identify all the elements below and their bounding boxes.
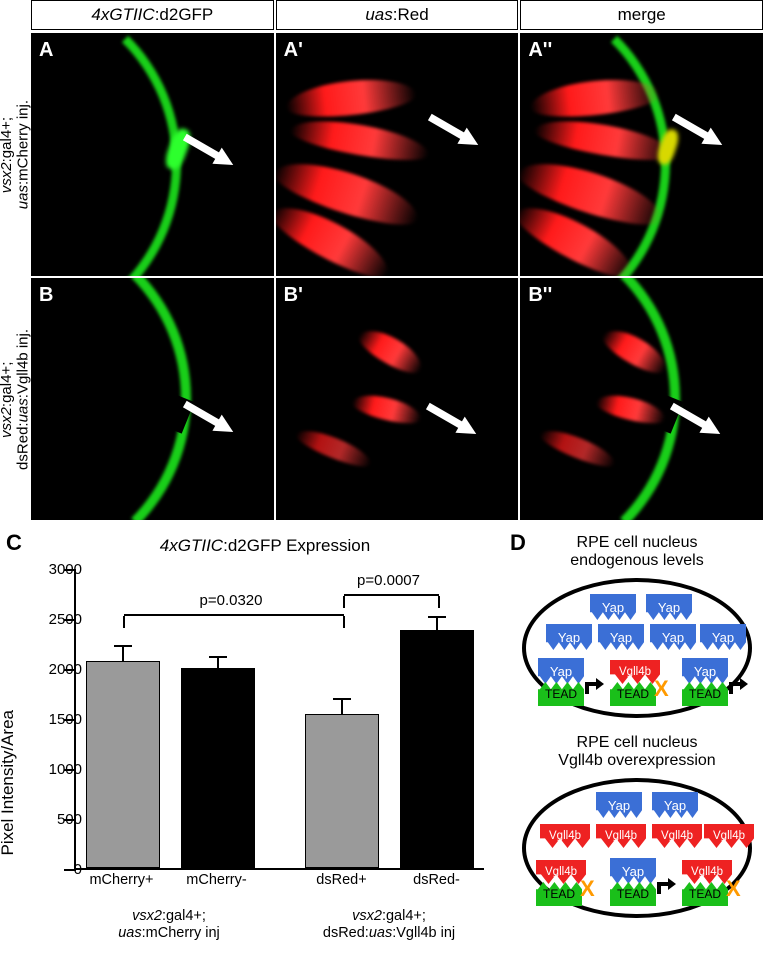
panel-letter-Bp: B' (284, 284, 303, 307)
yap-protein: Yap (682, 658, 728, 684)
tead-protein: TEAD (536, 882, 582, 906)
yap-protein: Yap (596, 792, 642, 818)
yap-protein: Yap (538, 658, 584, 684)
yap-protein: Yap (598, 624, 644, 650)
yap-protein: Yap (650, 624, 696, 650)
bar (305, 714, 379, 868)
panel-App: A'' (520, 33, 763, 276)
vgll-protein: Vgll4b (540, 824, 590, 848)
block-x-icon: X (580, 876, 595, 902)
transcription-arrow-icon (726, 674, 750, 698)
vgll-protein: Vgll4b (610, 660, 660, 684)
panel-letter-A: A (39, 39, 53, 62)
panel-letter-B: B (39, 284, 53, 307)
tead-protein: TEAD (610, 682, 656, 706)
col-header-red: uas:Red (276, 0, 519, 30)
x-label: dsRed- (389, 872, 484, 889)
tead-protein: TEAD (538, 682, 584, 706)
transcription-arrow-icon (654, 874, 678, 898)
panel-letter-C: C (6, 530, 22, 556)
panel-letter-Ap: A' (284, 39, 303, 62)
x-label: mCherry+ (74, 872, 169, 889)
y-tick-label: 500 (32, 811, 82, 828)
vgll-protein: Vgll4b (536, 860, 586, 884)
vgll-protein: Vgll4b (652, 824, 702, 848)
bar-chart: C 4xGTIIC:d2GFP Expression Pixel Intensi… (0, 530, 500, 974)
vgll-protein: Vgll4b (704, 824, 754, 848)
block-x-icon: X (654, 676, 669, 702)
diagram-d: D RPE cell nucleusendogenous levels YapY… (510, 530, 764, 934)
arrow-icon (669, 108, 727, 153)
y-tick-label: 3000 (32, 561, 82, 578)
panel-A: A (31, 33, 274, 276)
row-label-a: vsx2:gal4+;uas:mCherry inj. (0, 32, 30, 277)
tead-protein: TEAD (610, 882, 656, 906)
plot-area: p=0.0320 p=0.0007 (74, 570, 484, 870)
tead-protein: TEAD (682, 882, 728, 906)
arrow-icon (424, 108, 482, 153)
panel-letter-Bpp: B'' (528, 284, 552, 307)
x-sub-label: vsx2:gal4+;uas:mCherry inj (74, 908, 264, 941)
y-tick-label: 2000 (32, 661, 82, 678)
col-header-merge: merge (520, 0, 763, 30)
y-tick-label: 1000 (32, 761, 82, 778)
microscopy-grid: 4xGTIIC:d2GFP uas:Red merge vsx2:gal4+;u… (0, 0, 764, 521)
yap-protein: Yap (590, 594, 636, 620)
micro-row-a: vsx2:gal4+;uas:mCherry inj. A A' A'' (0, 32, 764, 277)
y-tick-label: 2500 (32, 611, 82, 628)
yap-protein: Yap (652, 792, 698, 818)
tead-protein: TEAD (682, 682, 728, 706)
x-label: dsRed+ (294, 872, 389, 889)
bar (400, 630, 474, 868)
transcription-arrow-icon (582, 674, 606, 698)
panel-letter-App: A'' (528, 39, 552, 62)
arrow-icon (180, 128, 238, 173)
nucleus-overexpression: YapYapVgll4bVgll4bVgll4bVgll4bVgll4bTEAD… (522, 778, 752, 918)
vgll-protein: Vgll4b (596, 824, 646, 848)
yap-protein: Yap (546, 624, 592, 650)
yap-protein: Yap (646, 594, 692, 620)
bar (86, 661, 160, 869)
y-tick-label: 0 (32, 861, 82, 878)
arrow-icon (180, 395, 238, 440)
panel-B: B (31, 278, 274, 521)
col-header-gfp: 4xGTIIC:d2GFP (31, 0, 274, 30)
y-axis-label: Pixel Intensity/Area (0, 710, 18, 856)
arrow-icon (422, 397, 480, 442)
micro-row-b: vsx2:gal4+;dsRed:uas:Vgll4b inj. B B' B'… (0, 277, 764, 522)
row-label-b: vsx2:gal4+;dsRed:uas:Vgll4b inj. (0, 277, 30, 522)
panel-Bpp: B'' (520, 278, 763, 521)
yap-protein: Yap (610, 858, 656, 884)
block-x-icon: X (726, 876, 741, 902)
panel-Ap: A' (276, 33, 519, 276)
bar (181, 668, 255, 868)
significance-label: p=0.0320 (200, 592, 263, 609)
column-header-row: 4xGTIIC:d2GFP uas:Red merge (0, 0, 764, 32)
chart-title: 4xGTIIC:d2GFP Expression (50, 536, 480, 556)
panel-Bp: B' (276, 278, 519, 521)
vgll-protein: Vgll4b (682, 860, 732, 884)
significance-label: p=0.0007 (357, 572, 420, 589)
x-label: mCherry- (169, 872, 264, 889)
x-sub-labels: vsx2:gal4+;uas:mCherry inj vsx2:gal4+;dsR… (74, 908, 484, 941)
diagram-top-title: RPE cell nucleusendogenous levels (510, 534, 764, 570)
x-labels: mCherry+mCherry-dsRed+dsRed- (74, 872, 484, 889)
y-tick-label: 1500 (32, 711, 82, 728)
diagram-bottom-title: RPE cell nucleusVgll4b overexpression (510, 734, 764, 770)
panel-letter-D: D (510, 530, 526, 556)
x-sub-label: vsx2:gal4+;dsRed:uas:Vgll4b inj (294, 908, 484, 941)
nucleus-endogenous: YapYapYapYapYapYapYapTEADVgll4bTEADXYapT… (522, 578, 752, 718)
yap-protein: Yap (700, 624, 746, 650)
